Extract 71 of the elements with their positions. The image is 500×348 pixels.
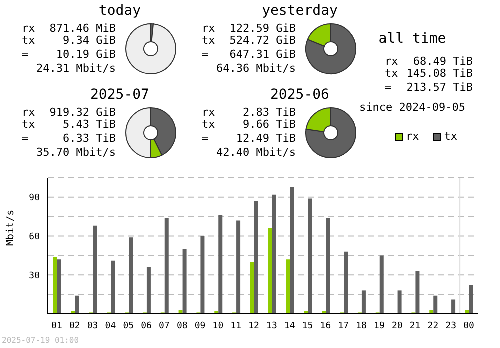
x-tick-label: 02 <box>69 321 80 332</box>
text: 213.57 TiB <box>406 81 473 95</box>
text: = <box>202 48 209 62</box>
text: 122.59 GiB <box>230 22 296 36</box>
chart-title: today <box>98 3 142 19</box>
x-tick-label: 01 <box>52 321 62 332</box>
x-tick-label: 07 <box>159 321 170 332</box>
text: tx <box>22 118 36 132</box>
chart-title: yesterday <box>261 3 339 19</box>
x-tick-label: 15 <box>302 321 314 332</box>
y-tick-label: 30 <box>29 271 40 282</box>
legend-label: tx <box>443 130 458 143</box>
text: 68.49 TiB <box>413 55 473 68</box>
text: 647.31 GiB <box>230 48 296 62</box>
text: 24.31 Mbit/s <box>36 62 116 75</box>
x-tick-label: 12 <box>248 321 260 332</box>
text: 2025-07-19 01:00 <box>2 336 80 345</box>
y-axis-title: Mbit/s <box>6 210 17 246</box>
x-tick-label: 03 <box>87 321 98 332</box>
text: 35.70 Mbit/s <box>36 146 116 159</box>
x-tick-label: 08 <box>176 321 188 332</box>
text: 5.43 TiB <box>63 118 116 132</box>
x-tick-label: 06 <box>141 321 152 332</box>
text: tx <box>202 118 216 132</box>
text: tx <box>385 67 398 81</box>
legend-label: rx <box>405 130 420 143</box>
x-tick-label: 21 <box>410 321 421 332</box>
text: rx <box>202 22 216 36</box>
text: = <box>22 48 29 62</box>
text: rx <box>22 106 36 120</box>
text: since 2024-09-05 <box>358 101 466 114</box>
text: 524.72 GiB <box>230 34 296 48</box>
x-tick-label: 22 <box>428 321 439 332</box>
x-tick-label: 14 <box>284 321 296 332</box>
text: rx <box>385 55 398 69</box>
text: 42.40 Mbit/s <box>216 146 296 159</box>
x-tick-label: 10 <box>212 321 224 332</box>
x-tick-label: 23 <box>446 321 457 332</box>
text: 6.33 TiB <box>63 132 116 146</box>
x-tick-label: 04 <box>105 321 116 332</box>
chart-title: 2025-06 <box>269 87 330 103</box>
chart-title: 2025-07 <box>89 87 150 103</box>
x-tick-label: 13 <box>266 321 278 332</box>
text: = <box>202 132 209 146</box>
x-tick-label: 16 <box>320 321 332 332</box>
text: 10.19 GiB <box>56 48 116 62</box>
text: 9.34 GiB <box>63 34 116 48</box>
x-tick-label: 19 <box>374 321 385 332</box>
x-tick-label: 17 <box>338 321 350 332</box>
text: tx <box>22 34 36 48</box>
x-tick-label: 18 <box>356 321 367 332</box>
text: 64.36 Mbit/s <box>216 62 296 75</box>
y-tick-label: 60 <box>29 232 40 242</box>
text: tx <box>202 34 216 48</box>
text: all time <box>378 31 448 47</box>
text: 145.08 TiB <box>406 67 473 81</box>
x-tick-label: 00 <box>464 321 474 332</box>
text: 919.32 GiB <box>50 106 116 120</box>
text: 871.46 MiB <box>50 22 116 36</box>
x-tick-label: 20 <box>392 321 403 332</box>
y-tick-label: 90 <box>29 194 40 204</box>
x-tick-label: 11 <box>230 321 242 332</box>
text: rx <box>22 22 36 36</box>
text: 9.66 TiB <box>243 118 296 132</box>
text: rx <box>202 106 216 120</box>
text: = <box>385 81 392 95</box>
x-tick-label: 09 <box>194 321 206 332</box>
text: 12.49 TiB <box>236 132 296 146</box>
x-tick-label: 05 <box>123 321 134 332</box>
text: 2.83 TiB <box>243 106 296 120</box>
text: = <box>22 132 29 146</box>
